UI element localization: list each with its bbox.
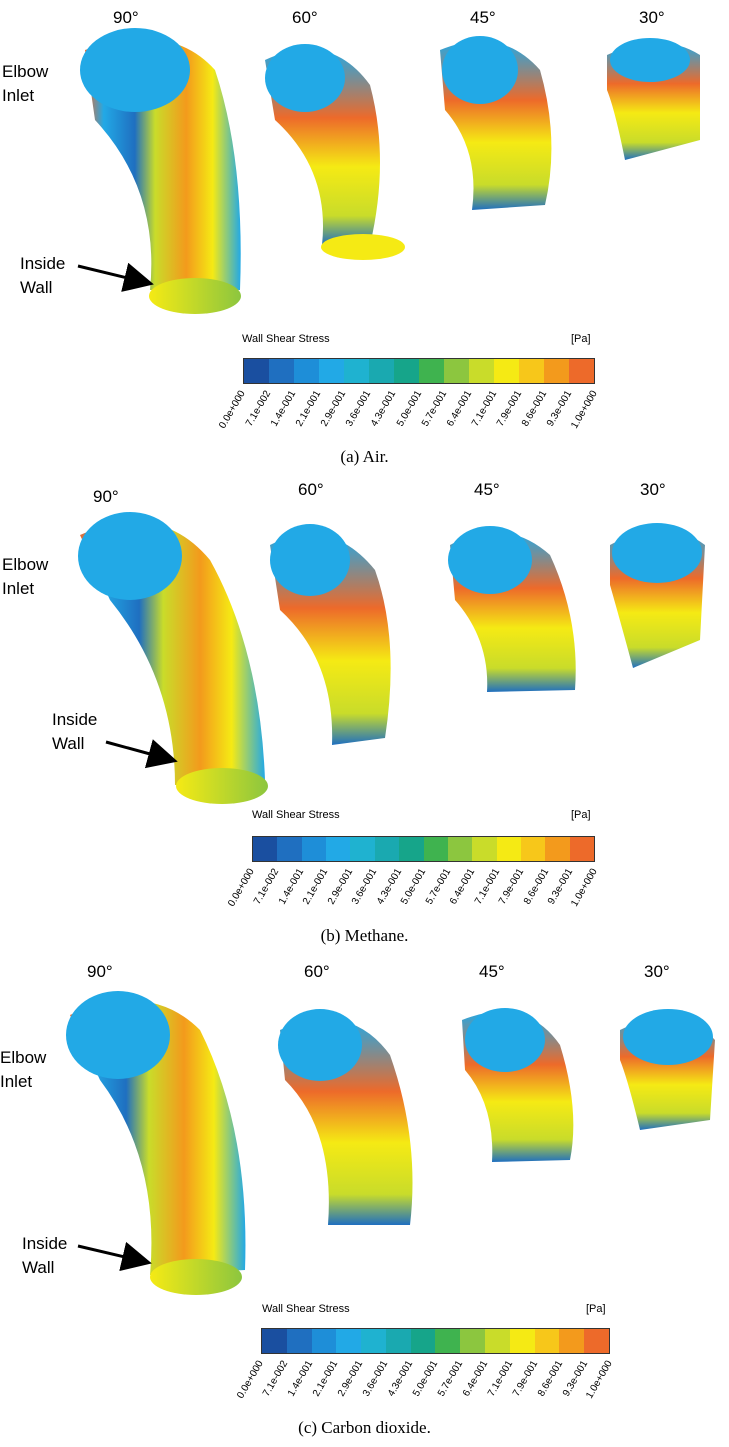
angle-label-45: 45° bbox=[479, 962, 505, 981]
arrow-icon bbox=[77, 262, 154, 292]
colorbar-title: Wall Shear Stress bbox=[262, 1303, 350, 1315]
inside-wall-label: Inside Wall bbox=[20, 254, 66, 297]
colorbar-cell bbox=[369, 359, 394, 383]
angle-label-30: 30° bbox=[640, 480, 666, 499]
colorbar-cell bbox=[244, 359, 269, 383]
colorbar-cell bbox=[269, 359, 294, 383]
colorbar-cell bbox=[419, 359, 444, 383]
colorbar-cell bbox=[385, 1329, 411, 1353]
colorbar-cell bbox=[469, 359, 494, 383]
colorbar-cell bbox=[569, 359, 594, 383]
angle-label-45: 45° bbox=[470, 8, 496, 27]
angle-label-60: 60° bbox=[298, 480, 324, 499]
arrow-icon bbox=[105, 739, 178, 769]
colorbar-cell bbox=[311, 1329, 337, 1353]
colorbar bbox=[252, 836, 595, 862]
colorbar-cell bbox=[444, 359, 469, 383]
colorbar-cell bbox=[326, 837, 351, 861]
colorbar-cell bbox=[545, 837, 570, 861]
elbow-inlet-label: Elbow Inlet bbox=[0, 1048, 47, 1091]
angle-label-30: 30° bbox=[639, 8, 665, 27]
angle-label-30: 30° bbox=[644, 962, 670, 981]
colorbar-cell bbox=[559, 1329, 585, 1353]
colorbar-unit: [Pa] bbox=[586, 1303, 606, 1315]
colorbar bbox=[261, 1328, 610, 1354]
elbow-inlet-label: Elbow Inlet bbox=[2, 555, 49, 598]
colorbar-cell bbox=[534, 1329, 560, 1353]
colorbar-cell bbox=[460, 1329, 486, 1353]
colorbar-cell bbox=[447, 837, 473, 861]
panel-b-elbows bbox=[78, 512, 705, 804]
colorbar-cell bbox=[294, 359, 319, 383]
panel-c-elbows bbox=[66, 991, 715, 1295]
angle-label-90: 90° bbox=[87, 962, 113, 981]
colorbar-cell bbox=[569, 837, 595, 861]
caption-c: (c) Carbon dioxide. bbox=[298, 1418, 431, 1437]
angle-label-90: 90° bbox=[93, 487, 119, 506]
colorbar-cell bbox=[519, 359, 544, 383]
colorbar-ticks: 0.0e+000 7.1e-002 1.4e-001 2.1e-001 2.9e-001… bbox=[226, 864, 600, 924]
colorbar-ticks: 0.0e+000 7.1e-002 1.4e-001 2.1e-001 2.9e-001… bbox=[217, 386, 600, 446]
inside-wall-label: Inside Wall bbox=[22, 1234, 68, 1277]
colorbar-cell bbox=[344, 359, 369, 383]
arrow-icon bbox=[77, 1241, 152, 1272]
colorbar-unit: [Pa] bbox=[571, 809, 591, 821]
colorbar-cell bbox=[472, 837, 497, 861]
colorbar-cell bbox=[496, 837, 521, 861]
colorbar-cell bbox=[262, 1329, 287, 1353]
panel-a-elbows bbox=[80, 28, 700, 314]
caption-b: (b) Methane. bbox=[320, 926, 409, 945]
colorbar-cell bbox=[253, 837, 278, 861]
colorbar-cell bbox=[286, 1329, 312, 1353]
colorbar-ticks: 0.0e+000 7.1e-002 1.4e-001 2.1e-001 2.9e-001… bbox=[235, 1356, 615, 1416]
colorbar-unit: [Pa] bbox=[571, 333, 591, 345]
angle-label-60: 60° bbox=[304, 962, 330, 981]
colorbar-title: Wall Shear Stress bbox=[242, 333, 330, 345]
colorbar-title: Wall Shear Stress bbox=[252, 809, 340, 821]
colorbar-cell bbox=[277, 837, 302, 861]
angle-label-45: 45° bbox=[474, 480, 500, 499]
colorbar-cell bbox=[520, 837, 546, 861]
colorbar-cell bbox=[423, 837, 448, 861]
caption-a: (a) Air. bbox=[340, 447, 389, 466]
colorbar-cell bbox=[361, 1329, 386, 1353]
colorbar-cell bbox=[374, 837, 400, 861]
colorbar-cell bbox=[394, 359, 419, 383]
colorbar-cell bbox=[301, 837, 327, 861]
colorbar-cell bbox=[399, 837, 424, 861]
colorbar bbox=[243, 358, 595, 384]
angle-label-90: 90° bbox=[113, 8, 139, 27]
colorbar-cell bbox=[494, 359, 519, 383]
colorbar-cell bbox=[319, 359, 344, 383]
angle-label-60: 60° bbox=[292, 8, 318, 27]
colorbar-cell bbox=[350, 837, 375, 861]
colorbar-cell bbox=[544, 359, 569, 383]
colorbar-cell bbox=[584, 1329, 609, 1353]
colorbar-cell bbox=[435, 1329, 461, 1353]
elbow-inlet-label: Elbow Inlet bbox=[2, 62, 49, 105]
colorbar-cell bbox=[336, 1329, 362, 1353]
colorbar-cell bbox=[410, 1329, 436, 1353]
colorbar-cell bbox=[485, 1329, 510, 1353]
colorbar-cell bbox=[509, 1329, 535, 1353]
inside-wall-label: Inside Wall bbox=[52, 710, 98, 753]
